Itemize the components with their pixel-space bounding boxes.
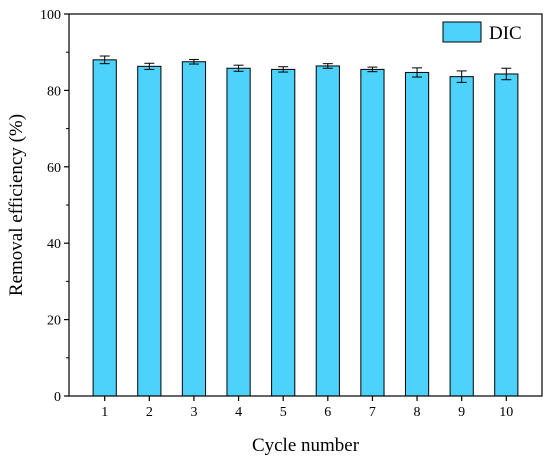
error-bar-6 (322, 63, 333, 69)
bar-5 (271, 68, 296, 397)
bars-layer (92, 59, 519, 397)
bar-10 (494, 73, 519, 397)
x-tick-label-10: 10 (499, 405, 513, 420)
error-bar-3 (188, 58, 199, 65)
x-tick-label-7: 7 (369, 405, 376, 420)
x-tick-label-5: 5 (280, 405, 287, 420)
bar-4 (226, 67, 251, 397)
y-tick-label-40: 40 (47, 237, 61, 252)
y-tick-label-80: 80 (47, 84, 61, 99)
bar-8 (404, 71, 430, 397)
error-bar-2 (144, 62, 155, 70)
error-bar-9 (456, 70, 467, 83)
error-bars-layer (99, 55, 512, 83)
error-bar-8 (412, 67, 423, 78)
error-bar-7 (367, 66, 378, 73)
error-bar-4 (233, 64, 244, 72)
y-tick-label-20: 20 (47, 314, 61, 329)
legend-label-dic: DIC (489, 23, 522, 44)
error-bar-5 (278, 66, 289, 73)
x-tick-label-2: 2 (146, 405, 153, 420)
bar-2 (137, 65, 162, 397)
x-tick-label-4: 4 (235, 405, 242, 420)
bar-7 (360, 68, 385, 397)
bar-3 (181, 61, 207, 397)
bar-6 (315, 65, 340, 397)
x-tick-label-9: 9 (458, 405, 465, 420)
axes-layer: 0 20 40 60 80 100 1 2 3 4 5 6 7 8 9 10 (40, 8, 543, 420)
error-bar-10 (501, 67, 512, 81)
bar-1 (92, 59, 117, 397)
y-tick-label-100: 100 (40, 8, 61, 23)
legend-swatch-dic (442, 21, 482, 43)
y-axis-label: Removal efficiency (%) (6, 114, 27, 296)
bar-9 (449, 76, 474, 397)
legend: DIC (442, 21, 522, 44)
y-tick-label-60: 60 (47, 161, 61, 176)
error-bar-1 (99, 55, 110, 65)
x-tick-label-8: 8 (414, 405, 421, 420)
x-tick-label-3: 3 (190, 405, 197, 420)
x-tick-label-1: 1 (101, 405, 108, 420)
y-tick-label-0: 0 (54, 390, 61, 405)
x-axis-label: Cycle number (252, 435, 360, 456)
x-tick-label-6: 6 (324, 405, 331, 420)
